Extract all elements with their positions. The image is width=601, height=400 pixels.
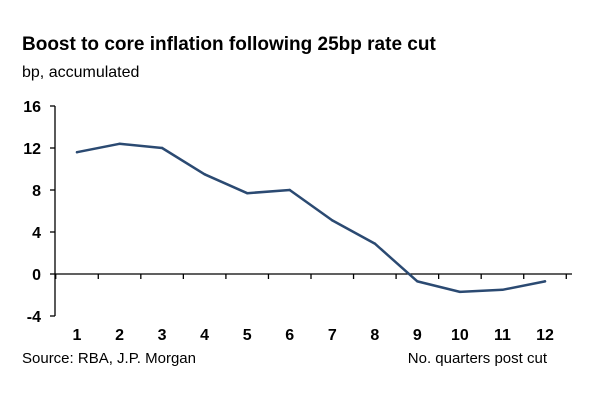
x-tick-label: 11 bbox=[494, 327, 511, 344]
y-axis-label: bp, accumulated bbox=[22, 64, 140, 81]
series bbox=[75, 142, 547, 294]
data-point bbox=[331, 219, 334, 222]
x-tick-label: 6 bbox=[285, 327, 294, 344]
x-tick-label: 3 bbox=[158, 327, 167, 344]
data-point bbox=[160, 146, 164, 150]
x-tick-label: 5 bbox=[243, 327, 252, 344]
y-tick-label: -4 bbox=[27, 309, 41, 326]
y-tick-label: 16 bbox=[23, 99, 41, 116]
x-tick-label: 1 bbox=[73, 327, 82, 344]
data-point bbox=[416, 280, 419, 283]
y-axis: 16 12 8 4 0 -4 bbox=[23, 99, 56, 326]
chart-title: Boost to core inflation following 25bp r… bbox=[22, 34, 436, 55]
data-point bbox=[501, 288, 504, 291]
y-tick-label: 8 bbox=[32, 183, 41, 200]
series-line bbox=[75, 142, 547, 294]
data-point bbox=[245, 191, 249, 195]
data-point bbox=[203, 173, 206, 176]
x-tick-label: 12 bbox=[536, 327, 554, 344]
x-axis-label: No. quarters post cut bbox=[407, 350, 547, 367]
source-note: Source: RBA, J.P. Morgan bbox=[22, 350, 196, 367]
x-tick-label: 4 bbox=[200, 327, 209, 344]
data-point bbox=[75, 151, 79, 154]
x-tick-label: 8 bbox=[370, 327, 379, 344]
y-tick-label: 0 bbox=[32, 267, 41, 284]
data-point bbox=[458, 290, 462, 294]
x-tick-label: 2 bbox=[115, 327, 124, 344]
x-tick-label: 7 bbox=[328, 327, 337, 344]
y-tick-label: 4 bbox=[32, 225, 41, 242]
data-point bbox=[543, 280, 547, 283]
data-point bbox=[373, 242, 377, 245]
y-tick-label: 12 bbox=[23, 141, 41, 158]
x-tick-label: 9 bbox=[413, 327, 422, 344]
data-point bbox=[288, 188, 291, 192]
x-axis: 1 2 3 4 5 6 7 8 9 10 11 12 bbox=[55, 273, 572, 344]
x-tick-label: 10 bbox=[451, 327, 469, 344]
data-point bbox=[118, 142, 121, 145]
